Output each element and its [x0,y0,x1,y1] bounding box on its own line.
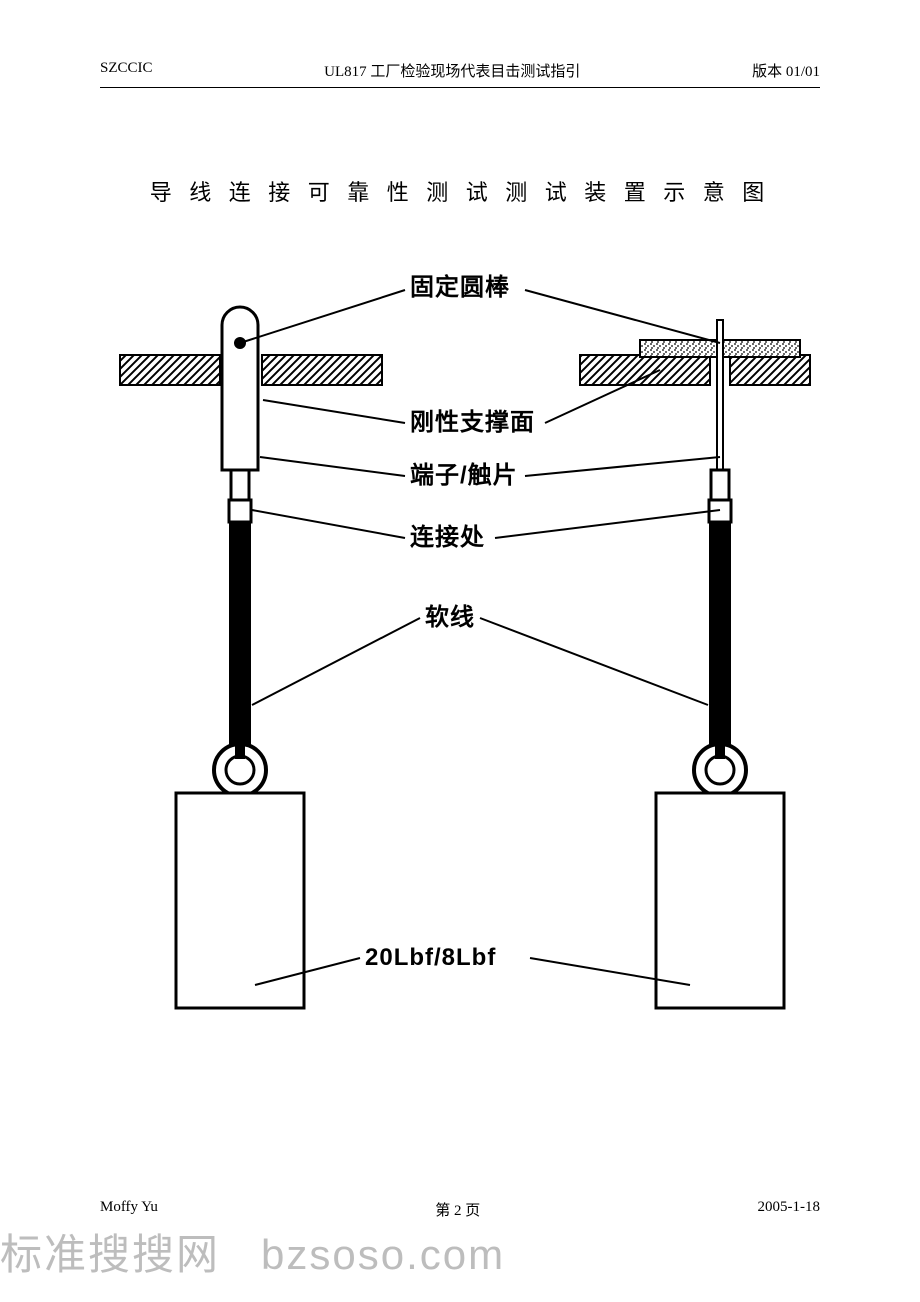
test-apparatus-diagram: 固定圆棒 刚性支撑面 端子/触片 连接处 软线 20Lbf/8Lbf [80,265,840,1095]
ring-link-left [235,745,245,759]
terminal-right [711,470,729,500]
ring-link-right [715,745,725,759]
weight-left [176,793,304,1008]
page-header: SZCCIC UL817 工厂检验现场代表目击测试指引 版本 01/01 [100,60,820,88]
page-footer: Moffy Yu 第 2 页 2005-1-18 [100,1199,820,1220]
rigid-surface-left-b [262,355,382,385]
connection-left [229,500,251,522]
rigid-surface-left-a [120,355,220,385]
weight-right [656,793,784,1008]
header-right: 版本 01/01 [752,60,820,81]
label-connection: 连接处 [410,523,485,551]
rigid-surface-right-b [730,355,810,385]
header-center: UL817 工厂检验现场代表目击测试指引 [324,60,580,81]
watermark-cn: 标准搜搜网 [0,1231,220,1278]
ring-left-inner [226,756,254,784]
watermark-en: bzsoso.com [261,1231,505,1278]
watermark: 标准搜搜网 bzsoso.com [0,1221,505,1282]
cord-right [709,522,731,750]
diagram-labels: 固定圆棒 刚性支撑面 端子/触片 连接处 软线 20Lbf/8Lbf [365,273,535,971]
ring-right-inner [706,756,734,784]
rigid-surface-right-a [580,355,710,385]
footer-author: Moffy Yu [100,1199,158,1220]
label-weight: 20Lbf/8Lbf [365,944,496,971]
footer-date: 2005-1-18 [758,1199,821,1220]
leader-lines [240,290,720,985]
terminal-left [222,307,258,470]
label-terminal: 端子/触片 [410,461,518,489]
footer-page: 第 2 页 [435,1199,480,1220]
right-assembly [580,320,810,1008]
pin-left [231,470,249,500]
label-rigid-surface: 刚性支撑面 [410,409,535,436]
label-cord: 软线 [425,603,475,631]
diagram-svg: 固定圆棒 刚性支撑面 端子/触片 连接处 软线 20Lbf/8Lbf [80,265,840,1095]
label-fixed-rod: 固定圆棒 [410,273,510,301]
page-title: 导 线 连 接 可 靠 性 测 试 测 试 装 置 示 意 图 [0,175,920,207]
header-left: SZCCIC [100,60,153,81]
cord-left [229,522,251,750]
